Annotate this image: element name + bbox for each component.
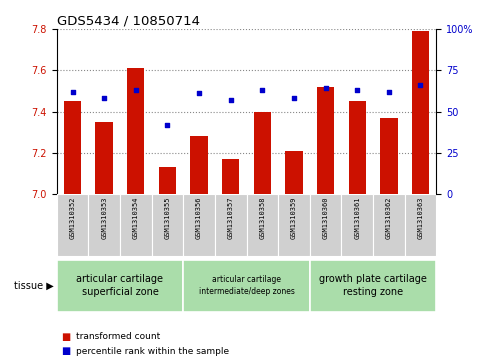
Point bbox=[385, 89, 393, 95]
Point bbox=[290, 95, 298, 101]
Text: GSM1310352: GSM1310352 bbox=[70, 196, 75, 238]
Bar bbox=[64, 101, 81, 194]
Bar bbox=[285, 151, 303, 194]
Text: percentile rank within the sample: percentile rank within the sample bbox=[76, 347, 230, 356]
Bar bbox=[120, 194, 152, 256]
Bar bbox=[341, 194, 373, 256]
Text: GSM1310359: GSM1310359 bbox=[291, 196, 297, 238]
Point bbox=[417, 82, 424, 88]
Point bbox=[164, 122, 172, 128]
Point bbox=[353, 87, 361, 93]
Text: GSM1310363: GSM1310363 bbox=[418, 196, 423, 238]
Point bbox=[195, 90, 203, 96]
Point bbox=[227, 97, 235, 103]
Text: GSM1310360: GSM1310360 bbox=[322, 196, 329, 238]
Bar bbox=[253, 111, 271, 194]
Text: GDS5434 / 10850714: GDS5434 / 10850714 bbox=[57, 15, 200, 28]
Bar bbox=[183, 194, 215, 256]
Bar bbox=[373, 194, 405, 256]
Point bbox=[69, 89, 76, 95]
Point bbox=[321, 86, 329, 91]
Point bbox=[132, 87, 140, 93]
Bar bbox=[380, 118, 397, 194]
Bar bbox=[190, 136, 208, 194]
Text: tissue ▶: tissue ▶ bbox=[14, 281, 54, 291]
Bar bbox=[96, 122, 113, 194]
Text: ■: ■ bbox=[62, 346, 71, 356]
Text: GSM1310358: GSM1310358 bbox=[259, 196, 265, 238]
Bar bbox=[246, 194, 278, 256]
Bar bbox=[57, 260, 183, 312]
Point bbox=[100, 95, 108, 101]
Text: GSM1310356: GSM1310356 bbox=[196, 196, 202, 238]
Bar bbox=[310, 194, 341, 256]
Bar bbox=[412, 31, 429, 194]
Text: articular cartilage
intermediate/deep zones: articular cartilage intermediate/deep zo… bbox=[199, 276, 294, 296]
Text: GSM1310361: GSM1310361 bbox=[354, 196, 360, 238]
Bar bbox=[183, 260, 310, 312]
Text: GSM1310354: GSM1310354 bbox=[133, 196, 139, 238]
Text: transformed count: transformed count bbox=[76, 333, 161, 341]
Bar bbox=[88, 194, 120, 256]
Bar bbox=[349, 101, 366, 194]
Text: articular cartilage
superficial zone: articular cartilage superficial zone bbox=[76, 274, 164, 297]
Bar bbox=[278, 194, 310, 256]
Point bbox=[258, 87, 266, 93]
Bar bbox=[127, 68, 144, 194]
Text: GSM1310362: GSM1310362 bbox=[386, 196, 392, 238]
Text: GSM1310355: GSM1310355 bbox=[164, 196, 171, 238]
Bar bbox=[159, 167, 176, 194]
Text: GSM1310353: GSM1310353 bbox=[101, 196, 107, 238]
Bar bbox=[222, 159, 240, 194]
Text: ■: ■ bbox=[62, 332, 71, 342]
Bar bbox=[405, 194, 436, 256]
Bar bbox=[57, 194, 88, 256]
Bar bbox=[152, 194, 183, 256]
Bar bbox=[215, 194, 246, 256]
Text: GSM1310357: GSM1310357 bbox=[228, 196, 234, 238]
Bar bbox=[310, 260, 436, 312]
Text: growth plate cartilage
resting zone: growth plate cartilage resting zone bbox=[319, 274, 427, 297]
Bar bbox=[317, 87, 334, 194]
